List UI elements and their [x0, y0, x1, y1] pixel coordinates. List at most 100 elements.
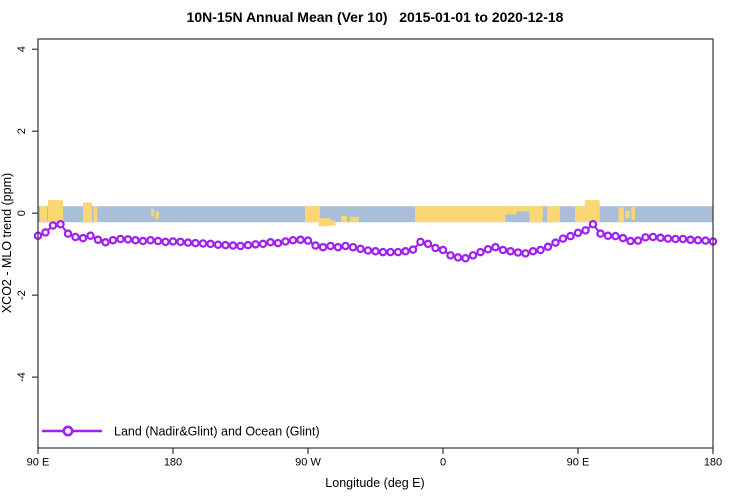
data-point [701, 236, 710, 245]
land-patch [93, 206, 98, 223]
land-patch [83, 202, 92, 223]
data-point [153, 236, 163, 246]
data-point [543, 242, 553, 252]
data-point [93, 235, 103, 245]
data-point [386, 247, 395, 257]
land-patch [529, 206, 543, 223]
data-point [521, 249, 530, 258]
land-patch [350, 216, 359, 223]
data-point [551, 238, 560, 247]
data-point [401, 247, 410, 256]
data-point [333, 242, 343, 252]
data-point [588, 219, 598, 229]
map-strip-layer [38, 200, 713, 227]
x-tick-label: 0 [440, 457, 446, 469]
legend-marker-icon [62, 425, 74, 437]
data-point [566, 231, 575, 241]
data-point [461, 254, 470, 263]
data-point [63, 229, 73, 238]
data-point [423, 239, 433, 249]
data-point [266, 238, 275, 247]
data-point [573, 228, 583, 238]
data-point [581, 226, 590, 235]
y-axis-title: XCO2 - MLO trend (ppm) [0, 173, 14, 313]
x-tick-label: 90 W [295, 457, 321, 469]
data-point [611, 231, 620, 241]
data-point [371, 247, 380, 256]
chart-title: 10N-15N Annual Mean (Ver 10) 2015-01-01 … [186, 9, 564, 25]
data-point [243, 240, 253, 250]
data-point [183, 238, 193, 247]
plot-border [37, 38, 714, 449]
land-patch [618, 207, 624, 223]
data-point [258, 239, 268, 249]
data-point [438, 245, 448, 255]
data-point [41, 228, 50, 237]
land-patch [414, 206, 506, 223]
land-patch [505, 206, 517, 215]
y-tick-label: 4 [16, 46, 28, 52]
data-point [78, 233, 88, 243]
land-patch [516, 206, 530, 212]
data-point [123, 235, 133, 244]
data-point [116, 234, 125, 244]
x-tick-label: 90 E [567, 457, 590, 469]
data-point [281, 237, 290, 246]
data-point [176, 237, 185, 247]
land-patch [48, 200, 64, 223]
data-point [656, 233, 665, 243]
data-point [648, 232, 658, 242]
data-point [431, 243, 440, 253]
x-tick-label: 180 [164, 457, 182, 469]
data-point [513, 248, 523, 257]
land-patch [151, 209, 155, 217]
y-tick-label: 2 [16, 128, 28, 134]
land-patch [330, 220, 336, 226]
data-point [86, 231, 95, 240]
y-tick-label: 0 [16, 210, 28, 216]
data-point [273, 238, 283, 248]
data-point [198, 239, 208, 248]
data-point [213, 240, 223, 249]
axis-layer: 90 E 180 90 W 0 90 E 180 4 2 0 -2 -4 [16, 38, 722, 469]
land-patch [631, 206, 635, 220]
land-patch [318, 218, 331, 227]
land-patch [341, 215, 347, 223]
data-point [146, 235, 155, 245]
data-point [101, 238, 110, 247]
land-patch [575, 206, 585, 223]
data-point [491, 242, 500, 252]
x-tick-label: 90 E [27, 457, 50, 469]
data-point [528, 247, 538, 256]
data-point [686, 235, 695, 245]
data-point [221, 240, 230, 250]
legend-label: Land (Nadir&Glint) and Ocean (Glint) [114, 425, 320, 439]
data-point [618, 233, 628, 243]
data-point [318, 242, 328, 252]
data-point [626, 236, 635, 246]
data-series-layer [33, 219, 718, 263]
data-point [131, 235, 140, 245]
data-point [416, 237, 425, 247]
data-point [288, 235, 298, 245]
data-point [408, 245, 418, 254]
data-point [596, 229, 605, 238]
data-point [228, 241, 238, 250]
y-tick-label: -4 [16, 372, 28, 382]
data-point [48, 221, 58, 230]
data-point [71, 232, 80, 242]
data-point [393, 247, 403, 257]
data-point [168, 237, 178, 246]
data-point [671, 234, 680, 244]
data-point [603, 231, 613, 240]
data-point [191, 238, 200, 248]
data-point [251, 240, 260, 249]
data-point [348, 242, 358, 252]
data-point [363, 246, 373, 255]
data-point [311, 241, 320, 250]
land-patch [625, 210, 630, 219]
data-point [536, 245, 545, 255]
ocean-strip [38, 206, 713, 223]
land-patch [305, 206, 320, 223]
